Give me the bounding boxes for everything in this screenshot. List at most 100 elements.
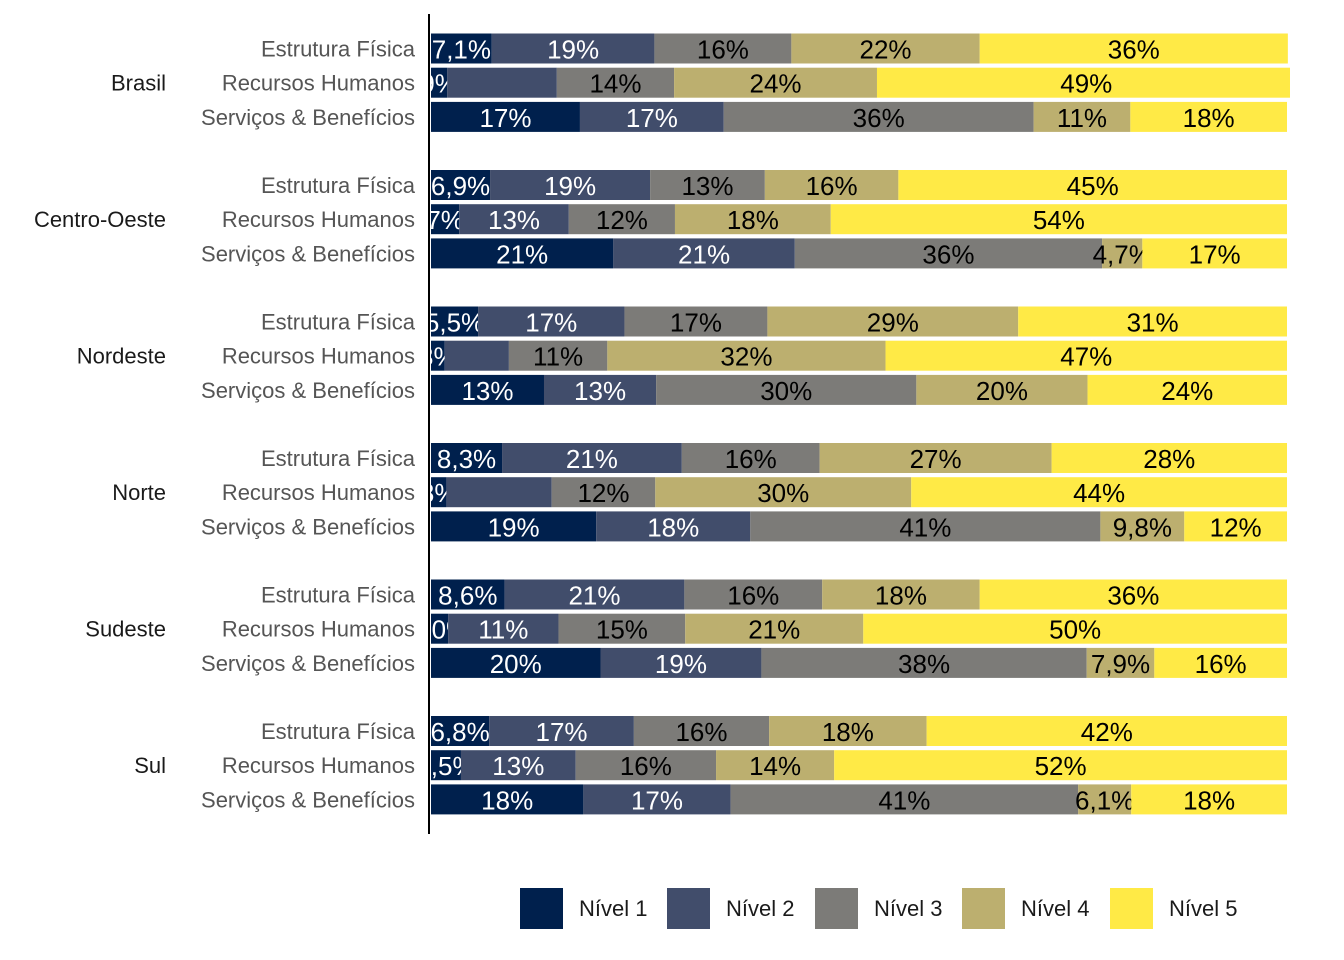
bar-segment-nivel-4 [1100, 511, 1185, 542]
bar-segment-nivel-1 [431, 750, 461, 781]
segment-value-label: 19% [488, 512, 540, 542]
region-label: Centro-Oeste [34, 207, 166, 232]
segment-value-label: 18% [875, 581, 927, 611]
bar-segment-nivel-1 [431, 204, 460, 235]
category-label: Recursos Humanos [222, 480, 415, 505]
bar-segment-nivel-1 [431, 374, 544, 405]
category-label: Recursos Humanos [222, 753, 415, 778]
legend-swatch-nivel-5 [1110, 888, 1153, 929]
segment-value-label: 18% [647, 512, 699, 542]
segment-value-label: 16% [725, 444, 777, 474]
bar-segment-nivel-1 [431, 443, 503, 473]
segment-value-label: 20% [976, 376, 1028, 406]
segment-value-label: 8,6% [438, 581, 497, 611]
segment-value-label: 49% [1060, 69, 1112, 99]
segment-value-label: 14% [749, 751, 801, 781]
segment-value-label: 16% [806, 171, 858, 201]
bar-segment-nivel-4 [767, 306, 1019, 337]
bar-segment-nivel-3 [794, 238, 1103, 269]
category-label: Estrutura Física [261, 310, 416, 335]
category-label: Estrutura Física [261, 37, 416, 62]
legend-label-nivel-4: Nível 4 [1021, 896, 1089, 921]
bar-segment-nivel-4 [607, 340, 886, 371]
bar-segment-nivel-1 [431, 647, 601, 678]
segment-value-label: 44% [1073, 478, 1125, 508]
category-label: Estrutura Física [261, 719, 416, 744]
bar-segment-nivel-4 [822, 579, 980, 610]
segment-value-label: 31% [1127, 308, 1179, 338]
segment-value-label: 18% [1183, 785, 1235, 815]
category-label: Serviços & Benefícios [201, 787, 415, 812]
bar-segment-nivel-1 [431, 67, 448, 98]
bar-segment-nivel-2 [543, 374, 657, 405]
bar-segment-nivel-4 [685, 613, 864, 644]
bar-segment-nivel-3 [624, 306, 768, 337]
bar-segment-nivel-4 [764, 170, 899, 200]
segment-value-label: 9,8% [1113, 512, 1172, 542]
legend-swatch-nivel-1 [520, 888, 563, 929]
bar-segment-nivel-5 [1051, 443, 1287, 473]
bar-segment-nivel-2 [613, 238, 795, 269]
segment-value-label: 13% [461, 376, 513, 406]
bar-segment-nivel-5 [1018, 306, 1287, 337]
segment-value-label: 17% [626, 103, 678, 133]
segment-value-label: 42% [1081, 717, 1133, 747]
bar-segment-nivel-5 [876, 67, 1290, 98]
segment-value-label: 16% [620, 751, 672, 781]
region-label: Sudeste [85, 617, 166, 642]
legend: Nível 1 Nível 2 Nível 3 Nível 4 Nível 5 [520, 888, 1237, 929]
segment-value-label: 5,5% [425, 308, 484, 338]
legend-label-nivel-2: Nível 2 [726, 896, 794, 921]
segment-value-label: 11% [478, 615, 528, 645]
segment-value-label: 21% [568, 581, 620, 611]
category-label: Recursos Humanos [222, 71, 415, 96]
segment-value-label: 18% [822, 717, 874, 747]
segment-value-label: 8,3% [437, 444, 496, 474]
legend-label-nivel-1: Nível 1 [579, 896, 647, 921]
bar-segment-nivel-1 [431, 238, 614, 269]
segment-value-label: 52% [1035, 751, 1087, 781]
bar-segment-nivel-1 [431, 613, 449, 644]
bar-segment-nivel-3 [633, 716, 770, 746]
category-label: Recursos Humanos [222, 344, 415, 369]
segment-value-label: 18% [727, 205, 779, 235]
bar-segment-nivel-2 [583, 784, 731, 815]
bar-segment-nivel-2 [459, 204, 569, 235]
bar-segment-nivel-3 [508, 340, 608, 371]
bar-segment-nivel-5 [834, 750, 1287, 781]
bar-segment-nivel-3 [684, 579, 823, 610]
category-label: Estrutura Física [261, 173, 416, 198]
bar-segment-nivel-3 [761, 647, 1087, 678]
segment-value-label: 21% [678, 239, 730, 269]
category-label: Recursos Humanos [222, 207, 415, 232]
bar-segment-nivel-4 [674, 204, 831, 235]
segment-value-label: 21% [748, 615, 800, 645]
category-label: Estrutura Física [261, 446, 416, 471]
bar-segment-nivel-3 [654, 33, 792, 64]
bar-segment-nivel-2 [504, 579, 685, 610]
bar-segment-nivel-4 [1033, 101, 1131, 132]
bar-segment-nivel-4 [674, 67, 877, 98]
segment-value-label: 7,1% [432, 35, 491, 65]
bar-segment-nivel-4 [819, 443, 1052, 473]
segment-value-label: 41% [878, 785, 930, 815]
segment-value-label: 13% [492, 751, 544, 781]
bar-segment-nivel-5 [830, 204, 1287, 235]
bar-segment-nivel-3 [568, 204, 675, 235]
legend-swatch-nivel-4 [962, 888, 1005, 929]
category-label: Recursos Humanos [222, 617, 415, 642]
segment-value-label: 13% [488, 205, 540, 235]
bar-segment-nivel-1 [431, 170, 491, 200]
segment-value-label: 36% [1108, 35, 1160, 65]
bar-segment-nivel-5 [1184, 511, 1287, 542]
bar-segment-nivel-2 [448, 613, 559, 644]
legend-label-nivel-5: Nível 5 [1169, 896, 1237, 921]
segment-value-label: 29% [867, 308, 919, 338]
segment-value-label: 12% [596, 205, 648, 235]
bar-segment-nivel-5 [863, 613, 1287, 644]
bar-segment-nivel-4 [1102, 238, 1143, 269]
segment-value-label: 17% [1189, 239, 1241, 269]
segment-value-label: 6,9% [431, 171, 490, 201]
category-label: Serviços & Benefícios [201, 651, 415, 676]
bar-segment-nivel-5 [911, 477, 1287, 508]
